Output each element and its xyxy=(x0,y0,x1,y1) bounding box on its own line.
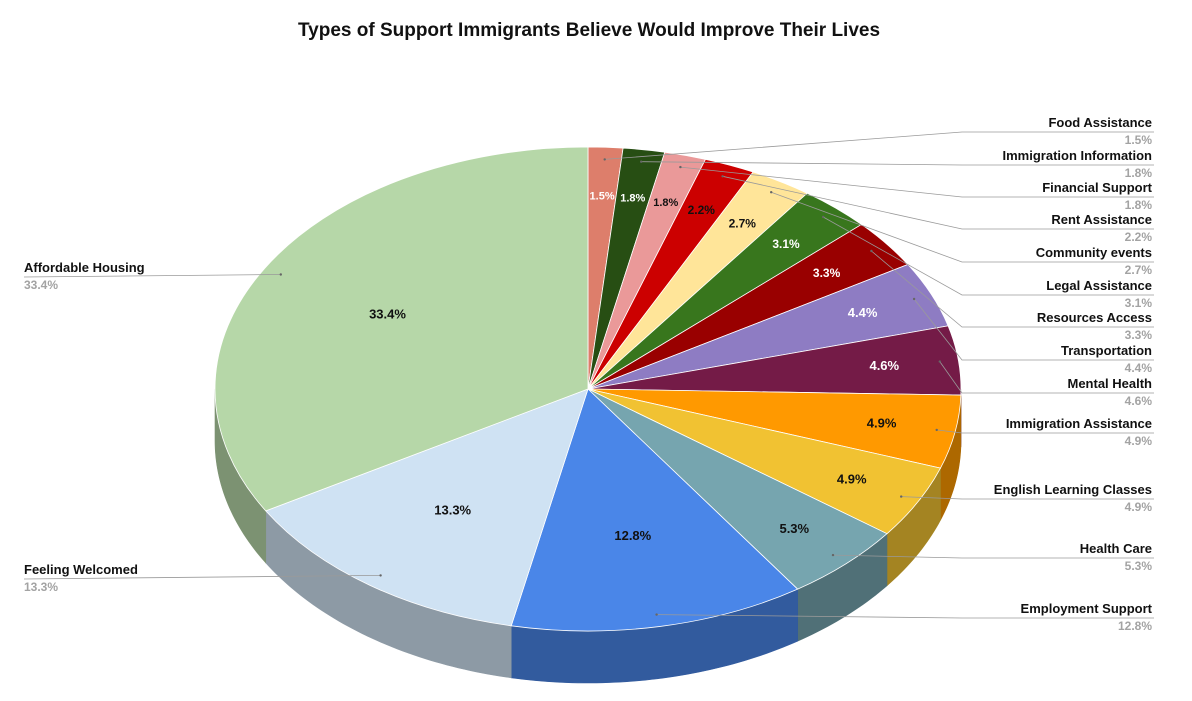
legend-percent: 4.9% xyxy=(1125,434,1153,448)
legend-entry-affordable-housing: Affordable Housing 33.4% xyxy=(23,260,282,292)
legend-name: Affordable Housing xyxy=(24,260,145,275)
legend-name: Mental Health xyxy=(1067,376,1152,391)
legend-leader-line xyxy=(771,191,1154,263)
legend-leader-line xyxy=(832,554,1154,559)
legend-entry-feeling-welcomed: Feeling Welcomed 13.3% xyxy=(23,562,382,594)
legend-leader-dot xyxy=(379,574,382,577)
pie-slice-employment-support xyxy=(510,388,799,632)
slice-value-label: 3.3% xyxy=(813,266,841,280)
legend-leader-dot xyxy=(935,428,938,432)
legend-leader-line xyxy=(722,175,1154,230)
slice-value-label: 1.8% xyxy=(620,193,645,205)
legend-percent: 13.3% xyxy=(24,580,58,594)
slice-value-label: 1.8% xyxy=(653,197,678,209)
legend-leader-dot xyxy=(721,175,724,178)
legend-leader-dot xyxy=(900,495,903,498)
legend-entry-immigration-information: Immigration Information 1.8% xyxy=(640,148,1154,180)
slice-value-label: 4.9% xyxy=(837,472,867,487)
legend-percent: 4.9% xyxy=(1125,500,1153,514)
legend-name: Food Assistance xyxy=(1048,115,1152,130)
slice-value-label: 5.3% xyxy=(779,521,809,536)
legend-name: Community events xyxy=(1036,245,1152,260)
legend-leader-dot xyxy=(640,160,643,163)
legend-leader-dot xyxy=(279,273,282,276)
legend-leader-dot xyxy=(912,297,916,301)
legend-leader-line xyxy=(823,216,1154,296)
legend-percent: 1.8% xyxy=(1125,198,1153,212)
legend-entry-community-events: Community events 2.7% xyxy=(770,191,1154,277)
legend-leader-line xyxy=(23,575,381,580)
pie-slice-feeling-welcomed xyxy=(265,388,589,627)
legend-name: Employment Support xyxy=(1021,601,1153,616)
legend-entry-immigration-assistance: Immigration Assistance 4.9% xyxy=(935,416,1154,448)
slice-value-label: 4.6% xyxy=(869,358,899,373)
legend-entry-transportation: Transportation 4.4% xyxy=(912,297,1154,375)
legend-leader-dot xyxy=(770,191,773,194)
slice-value-label: 2.7% xyxy=(729,216,757,230)
legend-entry-food-assistance: Food Assistance 1.5% xyxy=(603,115,1154,161)
legend-name: Feeling Welcomed xyxy=(24,562,138,577)
pie-slice-affordable-housing xyxy=(214,146,589,512)
legend-name: Legal Assistance xyxy=(1046,278,1152,293)
slice-value-label: 13.3% xyxy=(434,503,471,518)
legend-name: Resources Access xyxy=(1037,310,1152,325)
slice-value-label: 12.8% xyxy=(614,528,651,543)
slice-value-label: 4.9% xyxy=(867,416,897,431)
legend-name: English Learning Classes xyxy=(994,482,1152,497)
legend-leader-line xyxy=(23,274,281,278)
legend-leader-line xyxy=(936,429,1154,434)
legend-entry-resources-access: Resources Access 3.3% xyxy=(870,249,1154,342)
legend-percent: 4.4% xyxy=(1125,361,1153,375)
legend-percent: 3.1% xyxy=(1125,296,1153,310)
slice-value-label: 3.1% xyxy=(772,237,800,251)
legend-entry-health-care: Health Care 5.3% xyxy=(831,541,1154,573)
legend-percent: 4.6% xyxy=(1125,394,1153,408)
legend-leader-line xyxy=(901,496,1154,500)
legend-name: Financial Support xyxy=(1042,180,1152,195)
legend-percent: 2.2% xyxy=(1125,230,1153,244)
pie-top-group xyxy=(214,146,962,632)
legend-leader-dot xyxy=(870,249,873,253)
legend-entry-legal-assistance: Legal Assistance 3.1% xyxy=(822,215,1154,310)
slice-label-group: 1.5% 1.8% 1.8% 2.2% 2.7% 3.1% 3.3% 4.4% 4.6% 4.9%… xyxy=(369,191,899,544)
legend-name: Immigration Assistance xyxy=(1006,416,1152,431)
legend-name: Transportation xyxy=(1061,343,1152,358)
legend-percent: 2.7% xyxy=(1125,263,1153,277)
legend-leader-line xyxy=(871,250,1154,328)
legend-name: Immigration Information xyxy=(1003,148,1153,163)
legend-leader-line xyxy=(913,298,1154,361)
legend-entry-employment-support: Employment Support 12.8% xyxy=(655,601,1154,633)
legend-leader-dot xyxy=(822,215,825,219)
legend-percent: 3.3% xyxy=(1125,328,1153,342)
legend-leader-line xyxy=(656,614,1154,619)
legend-name: Health Care xyxy=(1080,541,1152,556)
slice-value-label: 2.2% xyxy=(688,203,716,217)
slice-value-label: 33.4% xyxy=(369,306,406,321)
legend-leader-line xyxy=(939,361,1154,394)
legend-entry-rent-assistance: Rent Assistance 2.2% xyxy=(721,175,1154,244)
legend-percent: 12.8% xyxy=(1118,619,1152,633)
legend-leader-line xyxy=(641,161,1154,166)
legend-leader-dot xyxy=(679,165,682,169)
legend-leader-dot xyxy=(831,553,835,557)
slice-value-label: 1.5% xyxy=(590,191,615,203)
slice-value-label: 4.4% xyxy=(848,305,878,320)
legend-percent: 1.8% xyxy=(1125,166,1153,180)
legend-percent: 1.5% xyxy=(1125,133,1153,147)
legend-leader-line xyxy=(680,166,1154,198)
legend-name: Rent Assistance xyxy=(1051,212,1152,227)
chart-title: Types of Support Immigrants Believe Woul… xyxy=(297,20,881,41)
legend-leader-dot xyxy=(603,158,606,161)
legend-leader-dot xyxy=(655,613,658,616)
legend-percent: 33.4% xyxy=(24,278,58,292)
legend-leader-line xyxy=(604,131,1154,160)
legend-leader-dot xyxy=(938,360,941,363)
legend-entry-english-learning-classes: English Learning Classes 4.9% xyxy=(900,482,1154,514)
legend-percent: 5.3% xyxy=(1125,559,1153,573)
legend-entry-mental-health: Mental Health 4.6% xyxy=(938,360,1154,408)
